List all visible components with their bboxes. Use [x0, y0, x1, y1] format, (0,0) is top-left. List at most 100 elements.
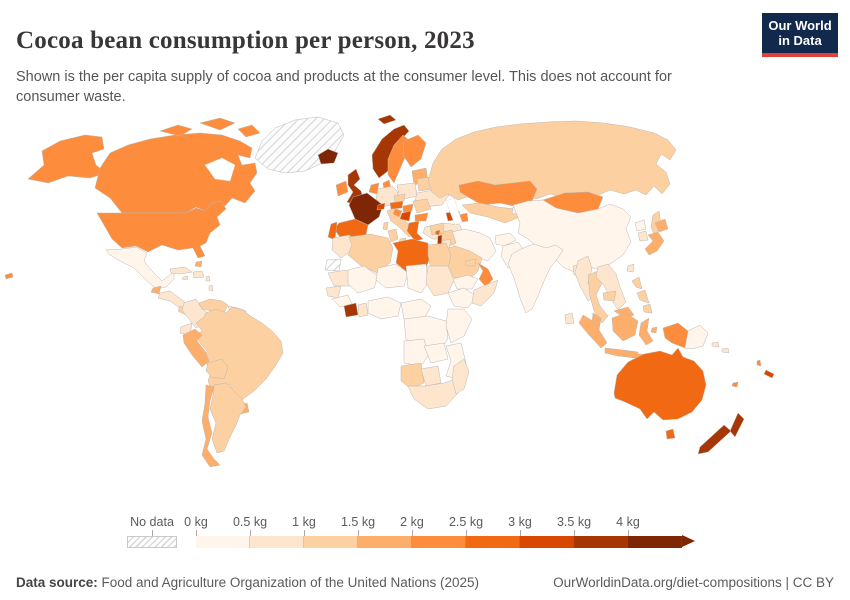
country-canada-arctic-1[interactable]	[159, 124, 193, 137]
country-jamaica[interactable]	[181, 275, 189, 281]
country-solomon-islands-1[interactable]	[711, 341, 720, 348]
legend-bin-7[interactable]: 3.5 kg	[557, 515, 628, 549]
country-new-zealand-south[interactable]	[697, 424, 732, 455]
country-laos-vietnam[interactable]	[595, 263, 627, 311]
country-usa[interactable]	[96, 200, 227, 259]
country-south-korea[interactable]	[637, 230, 649, 242]
country-somalia[interactable]	[471, 279, 499, 307]
country-sudan[interactable]	[425, 265, 455, 297]
country-east-africa[interactable]	[445, 308, 473, 344]
legend-no-data[interactable]: No data	[127, 515, 177, 548]
country-nigeria-benin[interactable]	[367, 296, 402, 320]
country-tunisia[interactable]	[387, 228, 399, 243]
legend-bin-swatch[interactable]	[466, 536, 520, 548]
owid-logo[interactable]: Our World in Data	[762, 13, 838, 57]
country-hispaniola[interactable]	[192, 270, 205, 279]
country-czechia[interactable]	[393, 193, 406, 203]
legend-bin-4[interactable]: 2 kg	[400, 515, 466, 549]
country-syria[interactable]	[429, 222, 445, 236]
country-cameroon-car[interactable]	[400, 298, 432, 320]
country-switzerland[interactable]	[376, 202, 386, 211]
country-chile[interactable]	[201, 384, 221, 468]
legend-bin-swatch[interactable]	[628, 536, 682, 548]
country-central-asia[interactable]	[461, 202, 521, 224]
legend-bin-5[interactable]: 2.5 kg	[449, 515, 520, 549]
country-sardinia[interactable]	[382, 221, 389, 231]
country-peru[interactable]	[182, 328, 210, 368]
country-png[interactable]	[684, 324, 709, 350]
country-hawaii[interactable]	[4, 272, 14, 280]
country-bulgaria[interactable]	[414, 212, 429, 222]
country-mexico[interactable]	[105, 246, 175, 290]
country-finland[interactable]	[402, 134, 427, 168]
country-western-sahara[interactable]	[324, 258, 342, 272]
legend-bin-swatch[interactable]	[304, 536, 358, 548]
country-chad[interactable]	[405, 263, 429, 294]
legend-bin-swatch[interactable]	[358, 536, 412, 548]
country-cambodia[interactable]	[602, 290, 617, 302]
country-cote-divoire[interactable]	[343, 302, 359, 318]
country-guatemala[interactable]	[150, 285, 162, 295]
country-indonesia-maluku[interactable]	[650, 326, 658, 334]
attribution[interactable]: OurWorldinData.org/diet-compositions | C…	[553, 575, 834, 590]
country-zambia-zimbabwe[interactable]	[423, 342, 449, 364]
country-croatia[interactable]	[392, 208, 403, 218]
country-bahamas[interactable]	[194, 260, 203, 268]
country-indonesia-borneo[interactable]	[611, 312, 639, 342]
country-madagascar[interactable]	[451, 358, 470, 395]
legend-bin-swatch[interactable]	[196, 536, 250, 548]
country-angola[interactable]	[403, 338, 429, 367]
country-namibia[interactable]	[400, 362, 425, 390]
country-niger[interactable]	[375, 263, 409, 289]
country-canada[interactable]	[94, 132, 258, 214]
country-argentina[interactable]	[209, 382, 247, 454]
country-svalbard[interactable]	[377, 114, 397, 125]
country-japan-hokkaido[interactable]	[654, 218, 669, 233]
country-canada-arctic-2[interactable]	[199, 117, 236, 131]
country-philippines-luzon[interactable]	[631, 276, 643, 290]
country-venezuela[interactable]	[198, 298, 229, 314]
country-romania[interactable]	[412, 198, 432, 214]
world-choropleth-map[interactable]	[0, 103, 850, 503]
country-fiji[interactable]	[731, 381, 739, 388]
legend-bin-1[interactable]: 0.5 kg	[233, 515, 304, 549]
country-france[interactable]	[348, 192, 384, 226]
country-mali[interactable]	[347, 265, 379, 294]
country-lesser-antilles-1[interactable]	[205, 275, 211, 282]
country-solomon-islands-2[interactable]	[721, 347, 730, 354]
legend-no-data-swatch[interactable]	[127, 536, 177, 548]
country-ghana[interactable]	[357, 302, 369, 318]
legend-bin-swatch[interactable]	[574, 536, 628, 548]
country-cuba[interactable]	[169, 266, 193, 275]
country-sri-lanka[interactable]	[564, 312, 575, 325]
country-australia-tasmania[interactable]	[665, 428, 676, 440]
country-taiwan[interactable]	[626, 263, 635, 273]
country-australia[interactable]	[613, 347, 707, 421]
country-lebanon[interactable]	[434, 229, 441, 236]
legend-bin-3[interactable]: 1.5 kg	[341, 515, 412, 549]
country-new-caledonia[interactable]	[763, 369, 775, 379]
country-philippines-visayas[interactable]	[636, 289, 650, 304]
country-indonesia-sumatra[interactable]	[578, 314, 608, 349]
country-new-zealand-north[interactable]	[729, 412, 745, 438]
country-yemen[interactable]	[452, 274, 479, 290]
country-north-korea[interactable]	[634, 219, 647, 232]
country-canada-arctic-3[interactable]	[237, 124, 261, 138]
country-botswana[interactable]	[420, 365, 442, 387]
country-serbia-bosnia[interactable]	[399, 210, 412, 222]
legend-bin-6[interactable]: 3 kg	[508, 515, 574, 549]
country-usa-alaska[interactable]	[27, 134, 107, 184]
country-lesser-antilles-2[interactable]	[208, 284, 214, 292]
legend-bin-swatch[interactable]	[520, 536, 574, 548]
country-uae[interactable]	[464, 258, 477, 267]
legend-bin-8[interactable]: 4 kg	[616, 515, 682, 549]
country-indonesian-papua[interactable]	[662, 322, 689, 349]
country-hungary[interactable]	[402, 203, 414, 213]
country-ethiopia[interactable]	[447, 287, 477, 309]
country-egypt[interactable]	[427, 242, 452, 270]
country-senegal[interactable]	[325, 285, 342, 299]
legend-bin-swatch[interactable]	[250, 536, 304, 548]
country-indonesia-sulawesi[interactable]	[638, 317, 654, 346]
country-ireland[interactable]	[335, 180, 349, 197]
legend-bin-0[interactable]: 0 kg	[184, 515, 250, 549]
